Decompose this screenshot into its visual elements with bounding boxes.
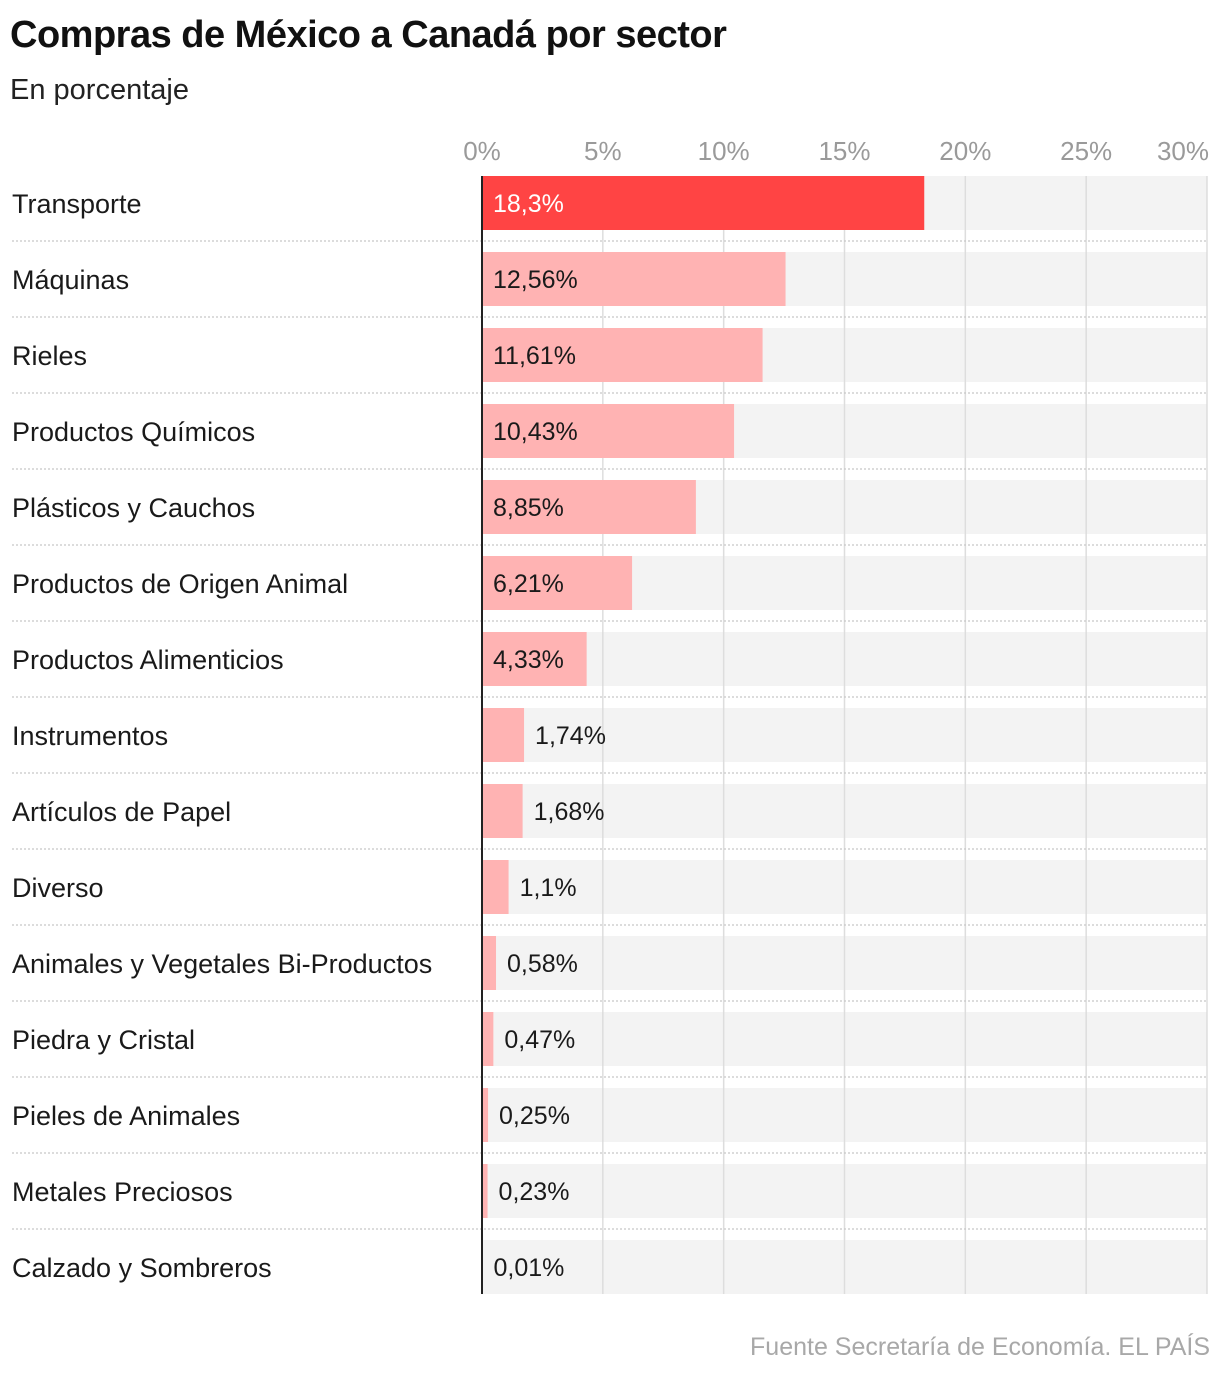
bar	[482, 936, 497, 990]
x-tick-label: 10%	[698, 136, 750, 166]
x-tick-label: 30%	[1157, 136, 1209, 166]
category-label: Metales Preciosos	[12, 1177, 233, 1207]
bar	[482, 1164, 488, 1218]
value-label: 0,47%	[504, 1026, 575, 1054]
category-label: Productos de Origen Animal	[12, 569, 348, 599]
value-label: 8,85%	[493, 494, 564, 522]
category-label: Plásticos y Cauchos	[12, 493, 255, 523]
bar	[482, 860, 509, 914]
category-label: Diverso	[12, 873, 104, 903]
x-tick-label: 20%	[939, 136, 991, 166]
bar	[482, 480, 696, 534]
value-label: 4,33%	[493, 646, 564, 674]
category-label: Artículos de Papel	[12, 797, 231, 827]
value-label: 12,56%	[493, 266, 578, 294]
bar	[482, 556, 633, 610]
bar-chart: 0% 5% 10% 15% 20% 25% 30% Transporte Máquinas Ri…	[12, 136, 1209, 1294]
value-label: 0,23%	[499, 1178, 570, 1206]
category-label: Pieles de Animales	[12, 1101, 240, 1131]
value-label: 6,21%	[493, 570, 564, 598]
x-tick-label: 5%	[584, 136, 622, 166]
source-note: Fuente Secretaría de Economía. EL PAÍS	[750, 1333, 1210, 1361]
category-label: Máquinas	[12, 265, 129, 295]
value-label: 1,1%	[520, 874, 577, 902]
category-label: Instrumentos	[12, 721, 168, 751]
x-tick-label: 0%	[463, 136, 501, 166]
value-label: 0,25%	[499, 1102, 570, 1130]
value-label: 0,58%	[507, 950, 578, 978]
chart-subtitle: En porcentaje	[10, 74, 189, 106]
category-label: Transporte	[12, 189, 142, 219]
bar	[482, 252, 786, 306]
bar	[482, 1088, 489, 1142]
category-labels: Transporte Máquinas Rieles Productos Químic…	[12, 189, 432, 1283]
value-labels: 18,3% 12,56% 11,61% 10,43% 8,85% 6,21% 4,33% 1,…	[493, 190, 606, 1282]
bars	[482, 176, 925, 1294]
bar	[482, 784, 523, 838]
value-label: 18,3%	[493, 190, 564, 218]
bar	[482, 708, 525, 762]
bar	[482, 404, 735, 458]
category-label: Animales y Vegetales Bi-Productos	[12, 949, 432, 979]
value-label: 10,43%	[493, 418, 578, 446]
value-label: 1,74%	[535, 722, 606, 750]
chart-title: Compras de México a Canadá por sector	[10, 14, 727, 56]
row-separators	[12, 240, 1207, 1230]
bar	[482, 632, 587, 686]
value-label: 11,61%	[493, 342, 576, 370]
category-label: Piedra y Cristal	[12, 1025, 195, 1055]
value-label: 1,68%	[534, 798, 605, 826]
bar	[482, 1012, 494, 1066]
x-axis-ticks: 0% 5% 10% 15% 20% 25% 30%	[463, 136, 1209, 166]
category-label: Productos Alimenticios	[12, 645, 284, 675]
bar	[482, 328, 763, 382]
category-label: Calzado y Sombreros	[12, 1253, 272, 1283]
category-label: Rieles	[12, 341, 87, 371]
x-tick-label: 25%	[1060, 136, 1112, 166]
value-label: 0,01%	[494, 1254, 565, 1282]
x-tick-label: 15%	[818, 136, 870, 166]
category-label: Productos Químicos	[12, 417, 255, 447]
bar	[482, 176, 925, 230]
